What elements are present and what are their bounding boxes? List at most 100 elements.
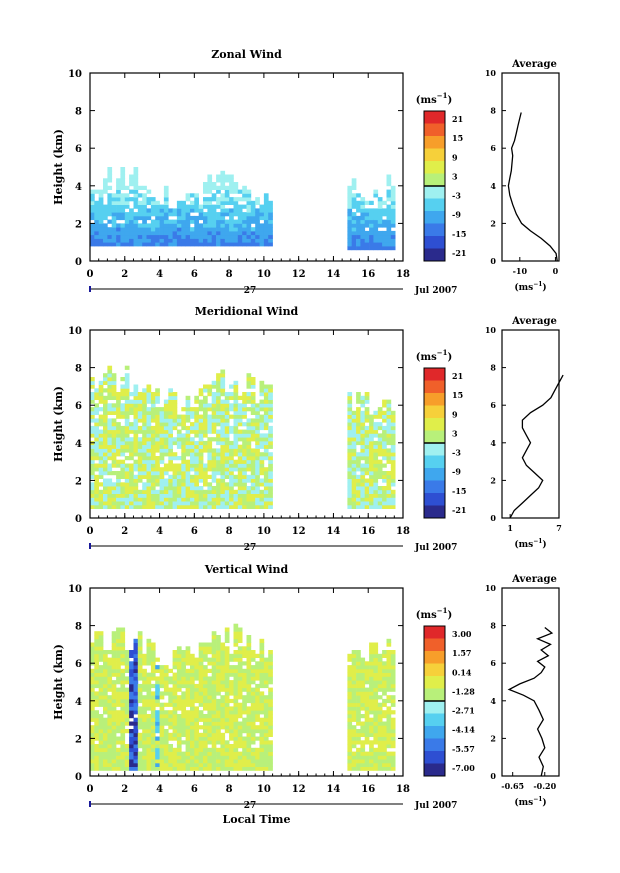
meridional-cell	[360, 403, 366, 408]
vertical-cell	[111, 665, 117, 670]
meridional-cell	[347, 452, 353, 457]
zonal-cell	[229, 230, 234, 236]
meridional-cell	[98, 399, 104, 404]
vertical-cell	[224, 653, 230, 658]
vertical-cell	[120, 695, 126, 700]
zonal-cell	[246, 215, 252, 221]
meridional-cell	[133, 493, 139, 498]
zonal-cell	[246, 227, 252, 232]
meridional-cell	[250, 463, 256, 468]
vertical-cell	[98, 665, 104, 670]
vertical-cell	[263, 762, 269, 767]
vertical-cell	[129, 744, 134, 749]
meridional-cell	[364, 392, 370, 397]
vertical-cell	[198, 710, 204, 715]
meridional-cell	[351, 474, 357, 479]
meridional-cell	[268, 418, 273, 423]
vertical-cell	[133, 680, 139, 685]
vertical-cell	[150, 695, 156, 700]
vertical-cell	[233, 729, 239, 734]
vertical-cell	[94, 650, 99, 655]
meridional-cell	[369, 456, 374, 461]
meridional-cell	[146, 407, 152, 412]
vertical-cell	[360, 762, 366, 767]
meridional-cell	[246, 478, 252, 483]
meridional-cell	[211, 429, 217, 434]
zonal-cell	[198, 204, 204, 209]
vertical-cell	[373, 725, 379, 730]
vertical-cell	[111, 695, 117, 700]
meridional-cell	[224, 440, 230, 446]
vertical-cell	[211, 676, 217, 681]
vertical-cell	[133, 740, 139, 745]
vertical-cell	[120, 751, 126, 756]
vertical-cell	[103, 766, 108, 771]
zonal-cell	[347, 204, 353, 209]
meridional-cell	[94, 433, 99, 438]
zonal-cell	[98, 200, 104, 205]
vertical-cell	[107, 736, 113, 741]
vertical-cell	[237, 627, 243, 632]
vertical-cell	[155, 762, 160, 767]
vertical-average-ytick-label: 4	[490, 696, 496, 706]
meridional-cell	[124, 478, 130, 483]
vertical-colorbar-swatch	[424, 663, 445, 677]
meridional-cell	[103, 456, 108, 461]
vertical-cell	[360, 665, 366, 670]
vertical-cell	[198, 672, 204, 677]
meridional-cell	[124, 493, 130, 498]
zonal-cell	[268, 227, 273, 232]
meridional-cell	[133, 467, 139, 472]
zonal-cell	[220, 230, 226, 236]
zonal-cell	[360, 212, 366, 217]
meridional-cell	[129, 440, 134, 446]
zonal-cell	[176, 212, 182, 217]
meridional-cell	[124, 444, 130, 449]
meridional-cell	[382, 448, 387, 453]
vertical-cell	[390, 755, 396, 760]
vertical-colorbar-tick: -2.71	[452, 706, 475, 716]
zonal-cell	[263, 219, 269, 224]
vertical-cell	[263, 710, 269, 715]
meridional-cell	[168, 388, 173, 393]
vertical-cell	[364, 766, 370, 771]
vertical-cell	[146, 650, 152, 655]
vertical-cell	[98, 698, 104, 704]
zonal-cell	[373, 219, 379, 224]
vertical-cell	[250, 687, 256, 692]
meridional-cell	[347, 392, 353, 397]
meridional-cell	[98, 440, 104, 446]
meridional-cell	[255, 414, 260, 419]
meridional-cell	[133, 478, 139, 483]
meridional-cell	[137, 504, 143, 509]
zonal-cell	[220, 185, 226, 190]
meridional-cell	[216, 459, 221, 464]
vertical-cell	[351, 672, 357, 677]
zonal-xtick-label: 4	[156, 269, 163, 280]
meridional-cell	[185, 478, 191, 483]
meridional-cell	[386, 418, 392, 423]
meridional-cell	[216, 392, 221, 397]
meridional-cell	[382, 425, 387, 431]
meridional-cell	[194, 422, 199, 427]
zonal-cell	[351, 246, 357, 251]
vertical-cell	[142, 683, 147, 689]
vertical-cell	[137, 714, 143, 719]
vertical-cell	[220, 665, 226, 670]
vertical-cell	[98, 702, 104, 707]
vertical-cell	[233, 623, 239, 628]
vertical-cell	[116, 646, 121, 651]
vertical-cell	[347, 747, 353, 752]
vertical-cell	[116, 676, 121, 681]
vertical-cell	[237, 695, 243, 700]
vertical-cell	[168, 680, 173, 685]
meridional-cell	[168, 418, 173, 423]
meridional-cell	[373, 452, 379, 457]
meridional-cell	[386, 425, 392, 431]
zonal-cell	[181, 212, 186, 217]
vertical-cell	[259, 766, 265, 771]
vertical-cell	[116, 695, 121, 700]
meridional-cell	[237, 482, 243, 487]
zonal-cell	[133, 197, 139, 202]
zonal-cell	[142, 219, 147, 224]
